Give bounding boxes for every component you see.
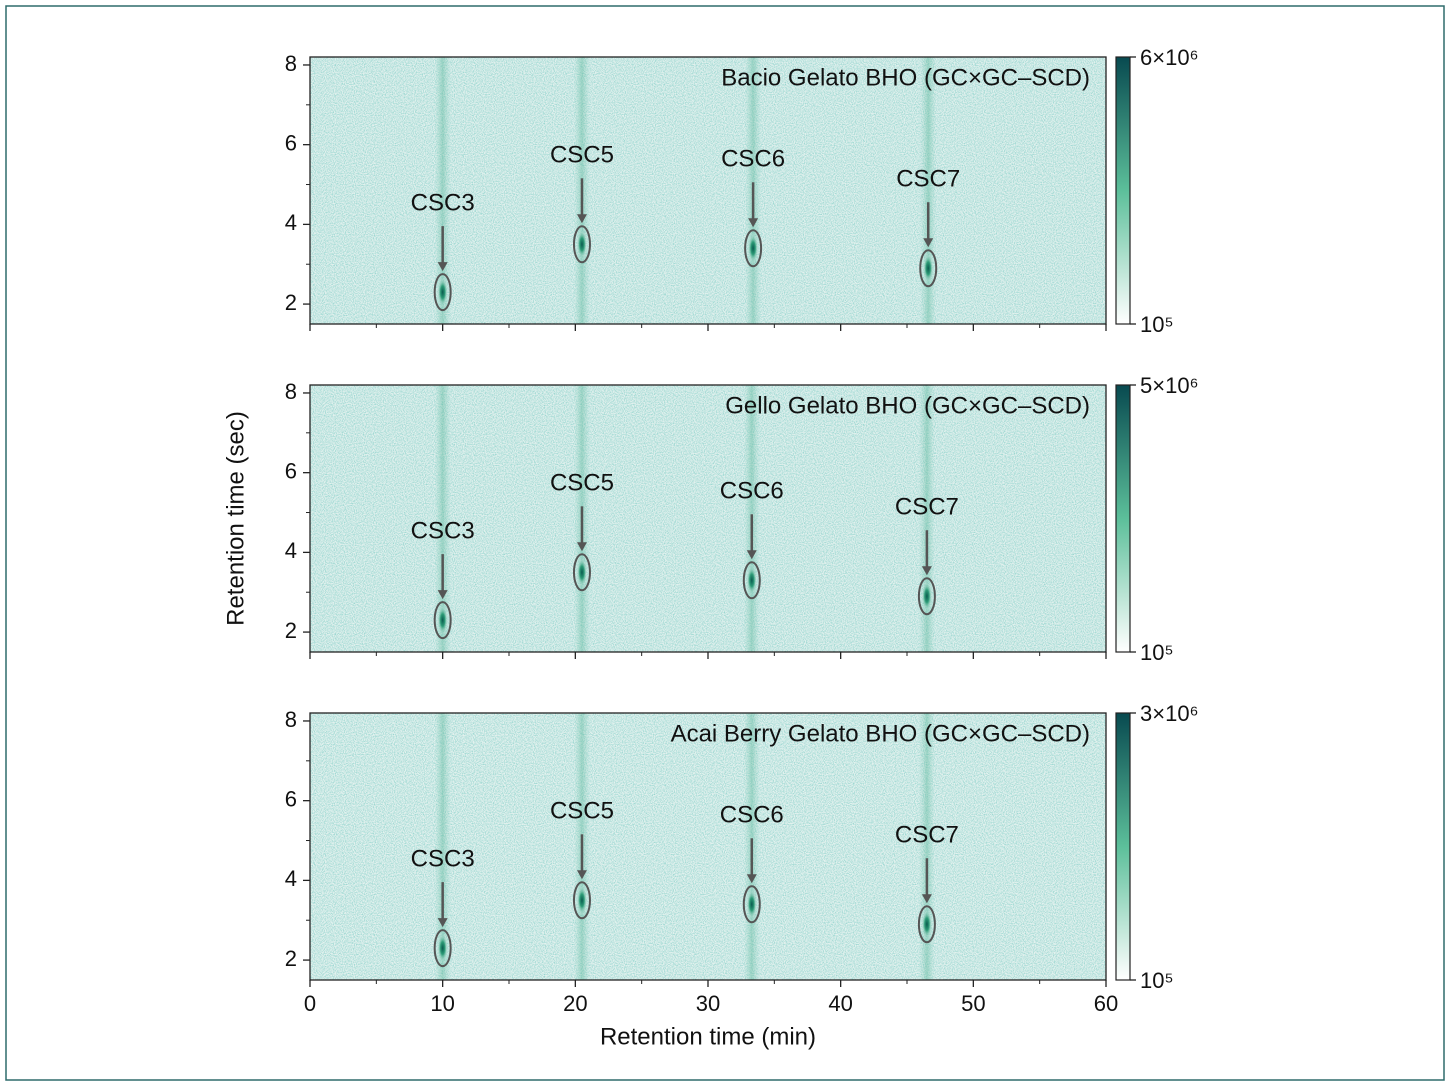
peak-spot [576, 886, 587, 915]
peak-circle [917, 905, 936, 944]
peak-label: CSC3 [411, 517, 475, 544]
plot-area [310, 713, 1106, 980]
frame [5, 5, 1445, 1081]
plot-area [310, 385, 1106, 652]
panel-title: Bacio Gelato BHO (GC×GC–SCD) [721, 64, 1090, 91]
x-tick-label: 10 [430, 991, 454, 1016]
peak-spot [576, 230, 587, 259]
y-tick-label: 4 [285, 210, 297, 235]
streak [434, 385, 451, 652]
peak-label: CSC5 [550, 142, 614, 169]
arrow-head [921, 894, 932, 904]
arrow-head [921, 566, 932, 576]
arrow-head [746, 874, 757, 884]
x-axis-label: Retention time (min) [600, 1023, 816, 1050]
peak-spot [437, 934, 448, 963]
arrow-head [437, 262, 448, 272]
peak-spot [746, 890, 757, 919]
peak-spot [921, 910, 932, 939]
colorbar [1115, 384, 1131, 653]
panel-title: Gello Gelato BHO (GC×GC–SCD) [725, 392, 1090, 419]
arrow-head [437, 918, 448, 928]
colorbar-tick-label: 10⁵ [1140, 312, 1174, 337]
y-tick-label: 4 [285, 538, 297, 563]
x-tick-label: 60 [1094, 991, 1118, 1016]
colorbar-tick-label: 3×10⁶ [1140, 701, 1199, 726]
peak-label: CSC6 [721, 146, 785, 173]
streak [434, 57, 451, 324]
peak-spot [437, 606, 448, 635]
y-tick-label: 8 [285, 51, 297, 76]
y-tick-label: 2 [285, 618, 297, 643]
y-tick-label: 8 [285, 379, 297, 404]
colorbar [1115, 56, 1131, 325]
peak-spot [923, 254, 934, 283]
peak-spot [748, 234, 759, 263]
x-tick-label: 50 [961, 991, 985, 1016]
colorbar-tick-label: 10⁵ [1140, 640, 1174, 665]
arrow-head [746, 550, 757, 560]
peak-circle [744, 229, 763, 268]
peak-spot [921, 582, 932, 611]
peak-circle [572, 225, 591, 264]
peak-circle [433, 929, 452, 968]
peak-spot [576, 558, 587, 587]
streak [920, 57, 937, 324]
x-tick-label: 40 [828, 991, 852, 1016]
peak-label: CSC5 [550, 470, 614, 497]
peak-spot [746, 566, 757, 595]
y-tick-label: 6 [285, 458, 297, 483]
y-tick-label: 2 [285, 946, 297, 971]
peak-label: CSC5 [550, 798, 614, 825]
x-tick-label: 30 [696, 991, 720, 1016]
peak-circle [433, 273, 452, 312]
streak [918, 713, 935, 980]
peak-circle [433, 601, 452, 640]
y-axis-label: Retention time (sec) [222, 411, 249, 626]
arrow-head [576, 870, 587, 880]
streak [434, 713, 451, 980]
y-tick-label: 2 [285, 290, 297, 315]
colorbar-tick-label: 10⁵ [1140, 968, 1174, 993]
peak-circle [742, 561, 761, 600]
x-tick-label: 0 [304, 991, 316, 1016]
peak-circle [919, 249, 938, 288]
peak-label: CSC3 [411, 189, 475, 216]
colorbar [1115, 712, 1131, 981]
arrow-head [923, 238, 934, 248]
peak-label: CSC7 [895, 822, 959, 849]
arrow-head [437, 590, 448, 600]
peak-spot [437, 278, 448, 307]
peak-circle [917, 577, 936, 616]
y-tick-label: 6 [285, 130, 297, 155]
y-tick-label: 4 [285, 866, 297, 891]
peak-label: CSC3 [411, 845, 475, 872]
plot-area [310, 57, 1106, 324]
colorbar-tick-label: 6×10⁶ [1140, 45, 1199, 70]
x-tick-label: 20 [563, 991, 587, 1016]
peak-label: CSC6 [720, 802, 784, 829]
arrow-head [576, 542, 587, 552]
y-tick-label: 8 [285, 707, 297, 732]
panel-title: Acai Berry Gelato BHO (GC×GC–SCD) [671, 720, 1090, 747]
peak-circle [572, 881, 591, 920]
peak-label: CSC7 [895, 494, 959, 521]
peak-label: CSC7 [896, 166, 960, 193]
peak-label: CSC6 [720, 478, 784, 505]
arrow-head [576, 214, 587, 224]
peak-circle [572, 553, 591, 592]
y-tick-label: 6 [285, 786, 297, 811]
peak-circle [742, 885, 761, 924]
streak [918, 385, 935, 652]
arrow-head [748, 218, 759, 228]
colorbar-tick-label: 5×10⁶ [1140, 373, 1199, 398]
